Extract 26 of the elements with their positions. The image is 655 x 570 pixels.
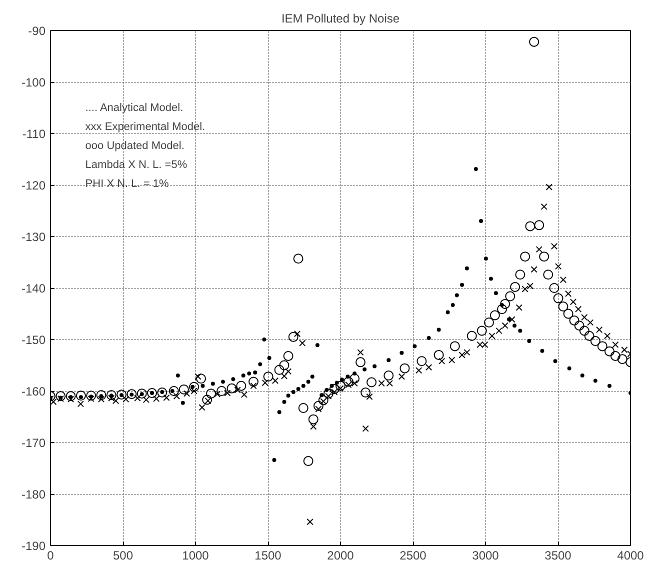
y-tick-label: -100 (21, 76, 46, 90)
x-tick-label: 500 (112, 548, 134, 562)
annotation: PHI X N. L. = 1% (85, 178, 169, 190)
x-tick-label: 0 (47, 548, 54, 562)
annotation: xxx Experimental Model. (85, 120, 206, 133)
x-tick-label: 1500 (254, 548, 282, 562)
y-tick-label: -180 (21, 488, 46, 502)
chart-title: IEM Polluted by Noise (281, 12, 400, 26)
x-tick-label: 1000 (182, 548, 210, 562)
annotation: .... Analytical Model. (85, 102, 184, 114)
y-tick-label: -90 (28, 24, 46, 38)
x-tick-label: 4000 (617, 548, 644, 562)
y-tick-label: -160 (21, 384, 46, 398)
y-tick-label: -190 (21, 539, 46, 553)
annotation: Lambda X N. L. =5% (85, 158, 188, 171)
y-tick-label: -140 (21, 282, 46, 296)
x-tick-label: 2500 (400, 548, 427, 562)
y-tick-label: -110 (22, 127, 46, 141)
y-tick-label: -120 (21, 178, 46, 192)
x-tick-label: 3000 (472, 548, 500, 562)
x-tick-label: 3500 (544, 548, 572, 562)
y-tick-label: -150 (21, 333, 46, 347)
x-tick-label: 2000 (327, 548, 354, 562)
y-tick-label: -170 (21, 436, 46, 450)
annotation: ooo Updated Model. (85, 140, 184, 152)
y-tick-label: -130 (21, 230, 46, 244)
